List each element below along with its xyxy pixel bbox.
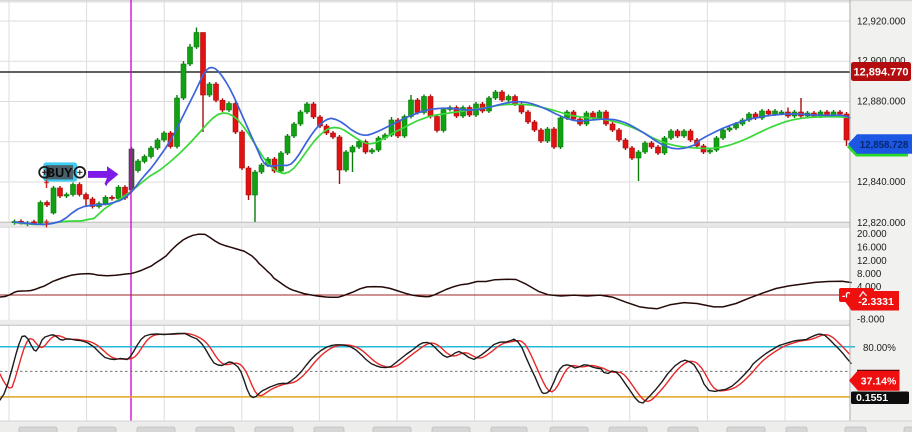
svg-text:16.000: 16.000 (857, 242, 887, 253)
svg-text:12,840.000: 12,840.000 (857, 177, 906, 188)
svg-text:12,894.770: 12,894.770 (853, 67, 908, 79)
svg-text:12,920.000: 12,920.000 (857, 16, 906, 27)
svg-text:12.000: 12.000 (857, 256, 887, 267)
svg-text:12,900.000: 12,900.000 (857, 56, 906, 67)
svg-text:12,820.000: 12,820.000 (857, 218, 906, 229)
svg-text:20.000: 20.000 (857, 229, 887, 240)
svg-text:4.000: 4.000 (857, 282, 882, 293)
svg-text:8.000: 8.000 (857, 269, 882, 280)
svg-text:-8.000: -8.000 (857, 314, 885, 325)
svg-text:0.1551: 0.1551 (856, 392, 888, 404)
svg-text:-2.3331: -2.3331 (858, 296, 894, 308)
svg-text:12,858.728: 12,858.728 (860, 140, 909, 151)
svg-text:BUY: BUY (46, 166, 73, 180)
svg-text:12,880.000: 12,880.000 (857, 96, 906, 107)
svg-text:80.00%: 80.00% (863, 343, 896, 354)
svg-text:37.14%: 37.14% (861, 375, 897, 387)
